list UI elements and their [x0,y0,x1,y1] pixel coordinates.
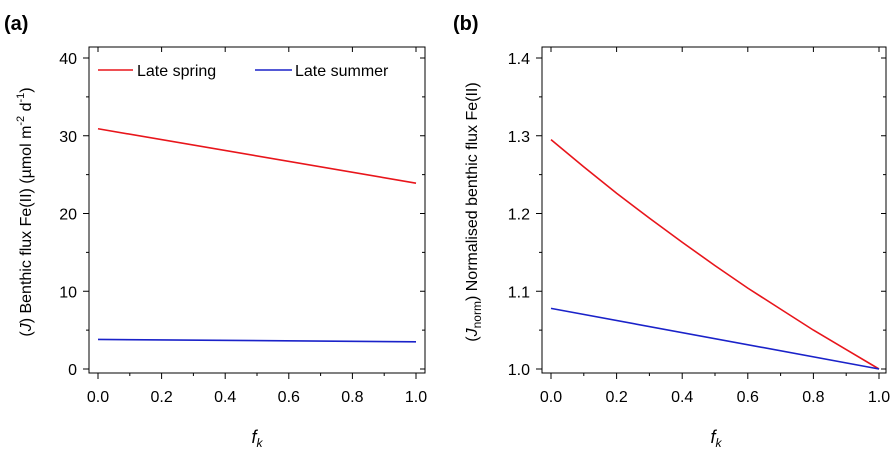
panel-b-xlabel-sub: k [716,436,723,450]
panel-a-x-tick-label: 0.2 [150,389,172,406]
panel-a-xlabel-main: f [251,427,258,447]
panel-b-x-ticks: 0.0 0.2 0.4 0.6 0.8 1.0 [540,47,890,406]
panel-b-y-tick-label: 1.0 [508,362,530,379]
panel-a-legend: Late spring Late summer [98,63,389,80]
panel-a-ylabel-close: ) [18,87,35,92]
panel-b-x-tick-label: 0.0 [540,389,562,406]
panel-b-frame [541,46,887,374]
panel-b-y-axis-title: (Jnorm) Normalised benthic flux Fe(II) [464,82,484,341]
panel-a-ylabel-sup2: -1 [15,93,27,103]
legend-label-late-spring: Late spring [137,63,216,80]
panel-b-series-late-summer [550,307,880,370]
panel-b-ylabel-main: ) Normalised benthic flux Fe(II) [464,82,481,301]
panel-a-label: (a) [4,13,28,35]
panel-b-x-tick-label: 0.6 [737,389,759,406]
panel-a-x-tick-label: 0.6 [278,389,300,406]
panel-b-label: (b) [453,13,479,35]
panel-a-y-tick-label: 0 [68,362,77,379]
panel-b-x-tick-label: 0.4 [671,389,693,406]
panel-b-x-tick-label: 1.0 [868,389,890,406]
panel-a-xlabel-sub: k [257,436,264,450]
panel-b-y-tick-label: 1.2 [508,207,530,224]
panel-a-x-tick-label: 0.8 [341,389,363,406]
panel-a-plot-area [97,127,417,343]
panel-b-y-tick-label: 1.1 [508,284,530,301]
panel-b-xlabel-main: f [710,427,717,447]
panel-a-series-late-spring [97,127,417,184]
panel-b-x-tick-label: 0.2 [605,389,627,406]
panel-a-x-tick-label: 1.0 [405,389,427,406]
panel-a-frame [88,46,426,374]
panel-a: (a) 0.0 0.2 0.4 0.6 0.8 1.0 0 10 20 30 40 fk (J) … [4,13,427,450]
panel-a-y-tick-label: 40 [59,51,77,68]
panel-a-ylabel-sup1: -2 [15,116,27,126]
panel-b-ylabel-sub: norm [470,301,484,328]
panel-a-ylabel-open: ( [18,331,35,337]
panel-a-x-tick-label: 0.4 [214,389,236,406]
panel-b-series-late-spring [550,139,880,370]
panel-b-x-axis-title: fk [710,427,722,450]
panel-b: (b) 0.0 0.2 0.4 0.6 0.8 1.0 1.0 1.1 1.2 1.3 1.4 f… [453,13,890,450]
panel-b-plot-area [550,139,880,370]
panel-a-y-axis-title: (J) Benthic flux Fe(II) (µmol m-2 d-1) [15,87,35,336]
panel-a-y-tick-label: 30 [59,129,77,146]
panel-b-ylabel-open: ( [464,336,481,342]
panel-a-y-tick-label: 10 [59,284,77,301]
panel-a-ylabel-symbol: J [18,322,35,332]
panel-a-y-ticks: 0 10 20 30 40 [59,51,425,379]
panel-a-y-tick-label: 20 [59,207,77,224]
panel-b-y-tick-label: 1.3 [508,129,530,146]
panel-a-series-late-summer [97,338,417,343]
panel-a-x-tick-label: 0.0 [87,389,109,406]
panel-b-y-ticks: 1.0 1.1 1.2 1.3 1.4 [508,51,886,379]
panel-b-ylabel-symbol: J [464,327,481,337]
panel-a-ylabel-main: ) Benthic flux Fe(II) (µmol m [18,126,35,324]
legend-label-late-summer: Late summer [295,63,389,80]
panel-a-ylabel-mid: d [18,102,35,115]
panel-b-x-tick-label: 0.8 [802,389,824,406]
panel-b-y-tick-label: 1.4 [508,51,530,68]
panel-a-x-ticks: 0.0 0.2 0.4 0.6 0.8 1.0 [87,47,427,406]
panel-a-x-axis-title: fk [251,427,263,450]
